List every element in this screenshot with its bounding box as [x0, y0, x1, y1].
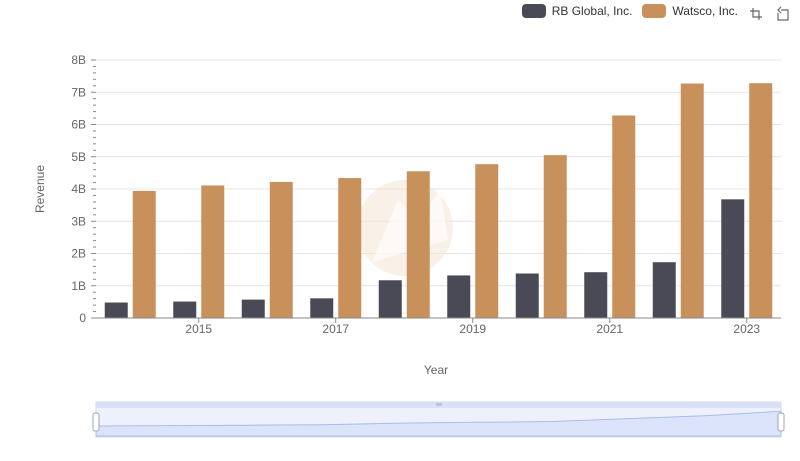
- restore-icon[interactable]: [774, 6, 790, 22]
- legend: RB Global, Inc. Watsco, Inc.: [521, 4, 738, 18]
- x-tick-label: 2021: [596, 322, 623, 336]
- legend-swatch-watsco: [642, 4, 667, 18]
- bar-rb-global-inc-2015[interactable]: [173, 301, 197, 318]
- bar-watsco-inc-2021[interactable]: [612, 115, 636, 318]
- bar-rb-global-inc-2014[interactable]: [104, 302, 128, 318]
- y-axis-title: Revenue: [33, 165, 47, 213]
- bar-watsco-inc-2023[interactable]: [749, 83, 773, 318]
- datazoom-preview-area: [95, 410, 782, 437]
- y-tick-label: 8B: [71, 53, 86, 67]
- legend-label-rb-global: RB Global, Inc.: [551, 4, 633, 18]
- toolbox: [748, 6, 790, 22]
- x-tick-label: 2015: [185, 322, 212, 336]
- x-axis-title: Year: [424, 363, 448, 377]
- x-tick-label: 2019: [459, 322, 486, 336]
- y-tick-label: 5B: [71, 150, 86, 164]
- x-tick-label: 2017: [322, 322, 349, 336]
- bar-watsco-inc-2017[interactable]: [338, 178, 362, 318]
- datazoom-right-handle[interactable]: [777, 412, 785, 432]
- y-tick-label: 4B: [71, 182, 86, 196]
- bar-rb-global-inc-2017[interactable]: [310, 298, 334, 318]
- bar-watsco-inc-2022[interactable]: [680, 83, 704, 318]
- bar-rb-global-inc-2023[interactable]: [721, 199, 745, 318]
- x-tick-label: 2023: [733, 322, 760, 336]
- y-tick-label: 0: [79, 311, 86, 325]
- zoom-icon[interactable]: [748, 6, 764, 22]
- bar-rb-global-inc-2019[interactable]: [447, 275, 471, 318]
- legend-swatch-rb-global: [521, 4, 546, 18]
- legend-item-rb-global[interactable]: RB Global, Inc.: [521, 4, 633, 18]
- bar-watsco-inc-2020[interactable]: [543, 155, 567, 318]
- bar-rb-global-inc-2021[interactable]: [584, 272, 608, 318]
- bar-rb-global-inc-2020[interactable]: [515, 273, 539, 318]
- bar-watsco-inc-2018[interactable]: [406, 171, 430, 318]
- y-tick-label: 1B: [71, 279, 86, 293]
- watermark-logo: [357, 180, 453, 276]
- datazoom-left-handle[interactable]: [92, 412, 100, 432]
- y-tick-label: 7B: [71, 85, 86, 99]
- legend-label-watsco: Watsco, Inc.: [672, 4, 738, 18]
- bar-rb-global-inc-2016[interactable]: [241, 299, 265, 318]
- bar-rb-global-inc-2022[interactable]: [652, 262, 676, 318]
- bar-watsco-inc-2014[interactable]: [132, 190, 156, 318]
- grid-lines: [96, 59, 781, 319]
- bar-watsco-inc-2019[interactable]: [475, 164, 499, 318]
- bar-rb-global-inc-2018[interactable]: [378, 280, 402, 318]
- datazoom-grip-icon[interactable]: [436, 403, 442, 406]
- datazoom-slider[interactable]: [92, 401, 785, 438]
- y-tick-label: 3B: [71, 214, 86, 228]
- bar-watsco-inc-2016[interactable]: [269, 181, 293, 318]
- bar-watsco-inc-2015[interactable]: [201, 185, 225, 318]
- y-tick-label: 2B: [71, 247, 86, 261]
- legend-item-watsco[interactable]: Watsco, Inc.: [642, 4, 738, 18]
- y-tick-label: 6B: [71, 118, 86, 132]
